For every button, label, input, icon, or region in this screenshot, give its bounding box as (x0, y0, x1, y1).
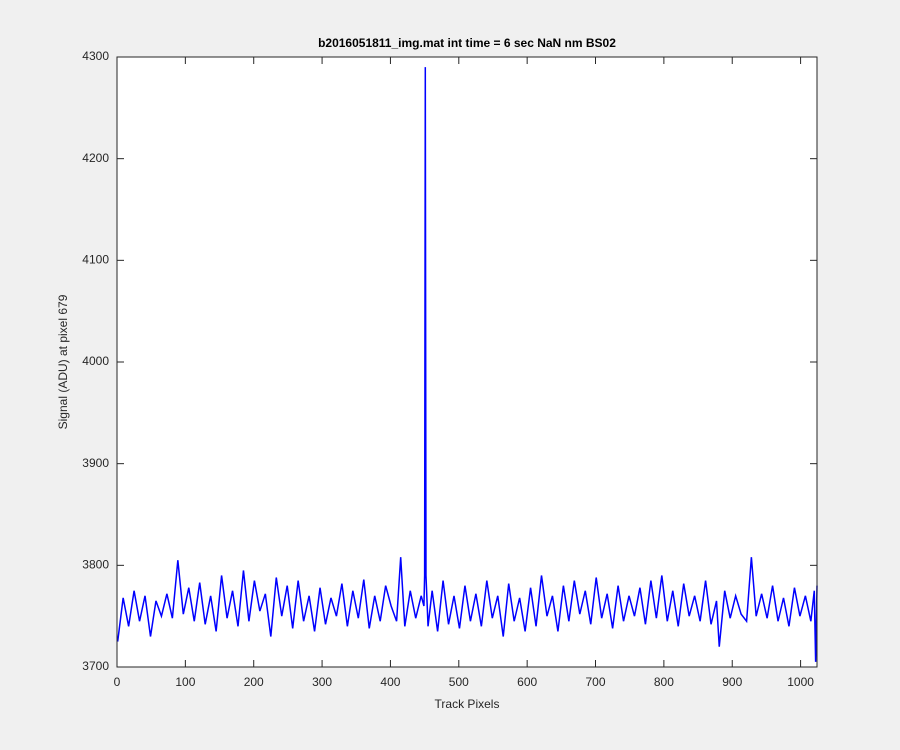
x-tick-label: 0 (114, 675, 121, 689)
x-tick-label: 300 (312, 675, 332, 689)
x-tick-label: 500 (449, 675, 469, 689)
y-axis-label: Signal (ADU) at pixel 679 (56, 294, 70, 429)
x-tick-label: 400 (380, 675, 400, 689)
x-tick-label: 700 (586, 675, 606, 689)
x-tick-label: 200 (244, 675, 264, 689)
chart-title: b2016051811_img.mat int time = 6 sec NaN… (318, 36, 616, 50)
x-tick-label: 600 (517, 675, 537, 689)
y-tick-label: 4300 (82, 49, 109, 63)
y-tick-label: 4000 (82, 354, 109, 368)
x-tick-label: 800 (654, 675, 674, 689)
x-axis-label: Track Pixels (435, 697, 500, 711)
y-tick-label: 3800 (82, 558, 109, 572)
y-tick-label: 3700 (82, 659, 109, 673)
x-tick-label: 100 (175, 675, 195, 689)
y-tick-label: 4200 (82, 151, 109, 165)
x-tick-label: 900 (722, 675, 742, 689)
data-line (116, 67, 818, 662)
x-tick-label: 1000 (787, 675, 814, 689)
y-tick-label: 3900 (82, 456, 109, 470)
axes-box (116, 56, 818, 668)
plot-area (117, 57, 817, 667)
y-tick-label: 4100 (82, 253, 109, 267)
